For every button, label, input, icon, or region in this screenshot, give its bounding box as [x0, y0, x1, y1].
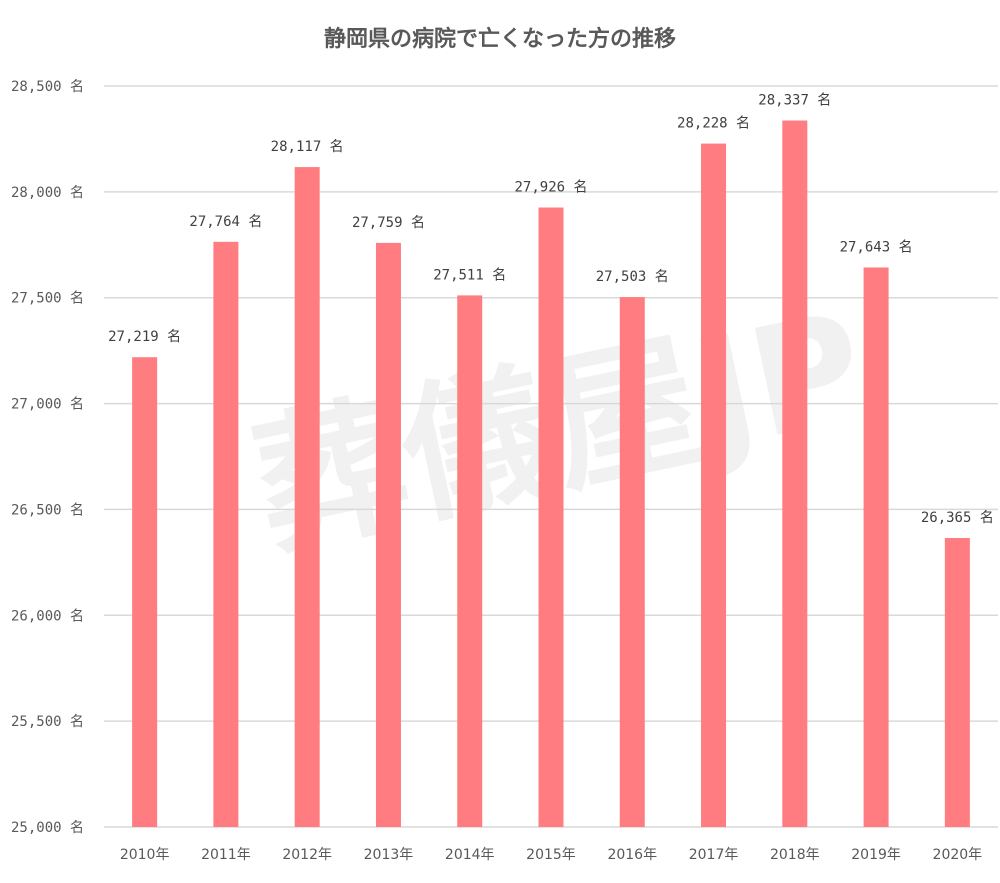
x-tick-label: 2011年: [201, 847, 251, 863]
x-tick-label: 2013年: [364, 847, 414, 863]
y-tick-label: 27,500 名: [11, 291, 84, 307]
x-tick-label: 2010年: [120, 847, 170, 863]
data-label: 27,764 名: [189, 214, 262, 230]
x-tick-label: 2020年: [933, 847, 983, 863]
data-label: 26,365 名: [921, 510, 994, 526]
x-tick-label: 2018年: [770, 847, 820, 863]
bar: [944, 538, 970, 827]
chart-title: 静岡県の病院で亡くなった方の推移: [324, 26, 676, 52]
bar: [782, 120, 808, 828]
y-tick-label: 25,500 名: [11, 714, 84, 730]
x-tick-label: 2014年: [445, 847, 495, 863]
bar: [863, 267, 889, 827]
x-tick-label: 2012年: [282, 847, 332, 863]
data-label: 27,219 名: [108, 329, 181, 345]
bar: [538, 207, 564, 828]
x-tick-label: 2016年: [607, 847, 657, 863]
bar: [294, 167, 320, 828]
x-tick-label: 2017年: [689, 847, 739, 863]
y-tick-label: 26,000 名: [11, 608, 84, 624]
data-label: 27,926 名: [514, 180, 587, 196]
y-tick-label: 27,000 名: [11, 397, 84, 413]
data-label: 28,228 名: [677, 116, 750, 132]
bar: [457, 295, 483, 827]
data-label: 27,511 名: [433, 267, 506, 283]
bar: [701, 143, 727, 827]
x-tick-label: 2019年: [851, 847, 901, 863]
y-tick-label: 28,000 名: [11, 185, 84, 201]
bar: [619, 297, 645, 828]
data-label: 27,503 名: [596, 269, 669, 285]
bar: [213, 241, 239, 827]
y-tick-label: 25,000 名: [11, 820, 84, 836]
y-tick-label: 28,500 名: [11, 79, 84, 95]
y-tick-label: 26,500 名: [11, 502, 84, 518]
data-label: 27,643 名: [840, 239, 913, 255]
data-label: 28,337 名: [758, 93, 831, 109]
bar: [132, 357, 158, 827]
data-label: 28,117 名: [271, 139, 344, 155]
data-label: 27,759 名: [352, 215, 425, 231]
bar: [375, 242, 401, 828]
x-tick-label: 2015年: [526, 847, 576, 863]
